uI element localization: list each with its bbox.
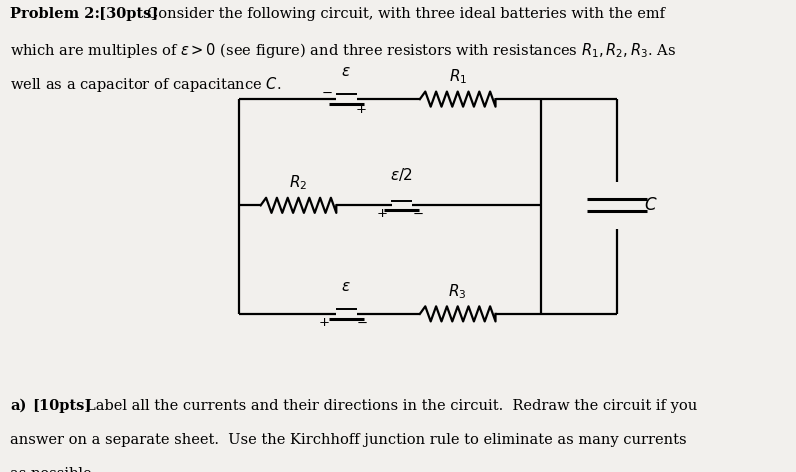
Text: [10pts]: [10pts] xyxy=(32,399,91,413)
Text: $-$: $-$ xyxy=(321,86,332,99)
Text: $R_3$: $R_3$ xyxy=(448,282,467,301)
Text: $-$: $-$ xyxy=(357,316,368,329)
Text: $R_1$: $R_1$ xyxy=(448,67,467,86)
Text: Label all the currents and their directions in the circuit.  Redraw the circuit : Label all the currents and their directi… xyxy=(86,399,697,413)
Text: $\epsilon$: $\epsilon$ xyxy=(341,279,351,294)
Text: $-$: $-$ xyxy=(412,207,423,220)
Text: as possible.: as possible. xyxy=(10,467,96,472)
Text: Consider the following circuit, with three ideal batteries with the emf: Consider the following circuit, with thr… xyxy=(147,7,665,21)
Text: which are multiples of $\epsilon > 0$ (see figure) and three resistors with resi: which are multiples of $\epsilon > 0$ (s… xyxy=(10,41,677,60)
Text: [30pts]: [30pts] xyxy=(94,7,158,21)
Text: $\epsilon/2$: $\epsilon/2$ xyxy=(391,166,413,183)
Text: Problem 2:: Problem 2: xyxy=(10,7,100,21)
Text: $+$: $+$ xyxy=(355,103,366,116)
Text: $R_2$: $R_2$ xyxy=(290,173,307,192)
Text: $+$: $+$ xyxy=(318,316,330,329)
Text: well as a capacitor of capacitance $C$.: well as a capacitor of capacitance $C$. xyxy=(10,75,282,94)
Text: $+$: $+$ xyxy=(377,207,388,220)
Text: a): a) xyxy=(10,399,27,413)
Text: answer on a separate sheet.  Use the Kirchhoff junction rule to eliminate as man: answer on a separate sheet. Use the Kirc… xyxy=(10,433,687,447)
Text: $C$: $C$ xyxy=(643,197,657,214)
Text: $\epsilon$: $\epsilon$ xyxy=(341,65,351,79)
